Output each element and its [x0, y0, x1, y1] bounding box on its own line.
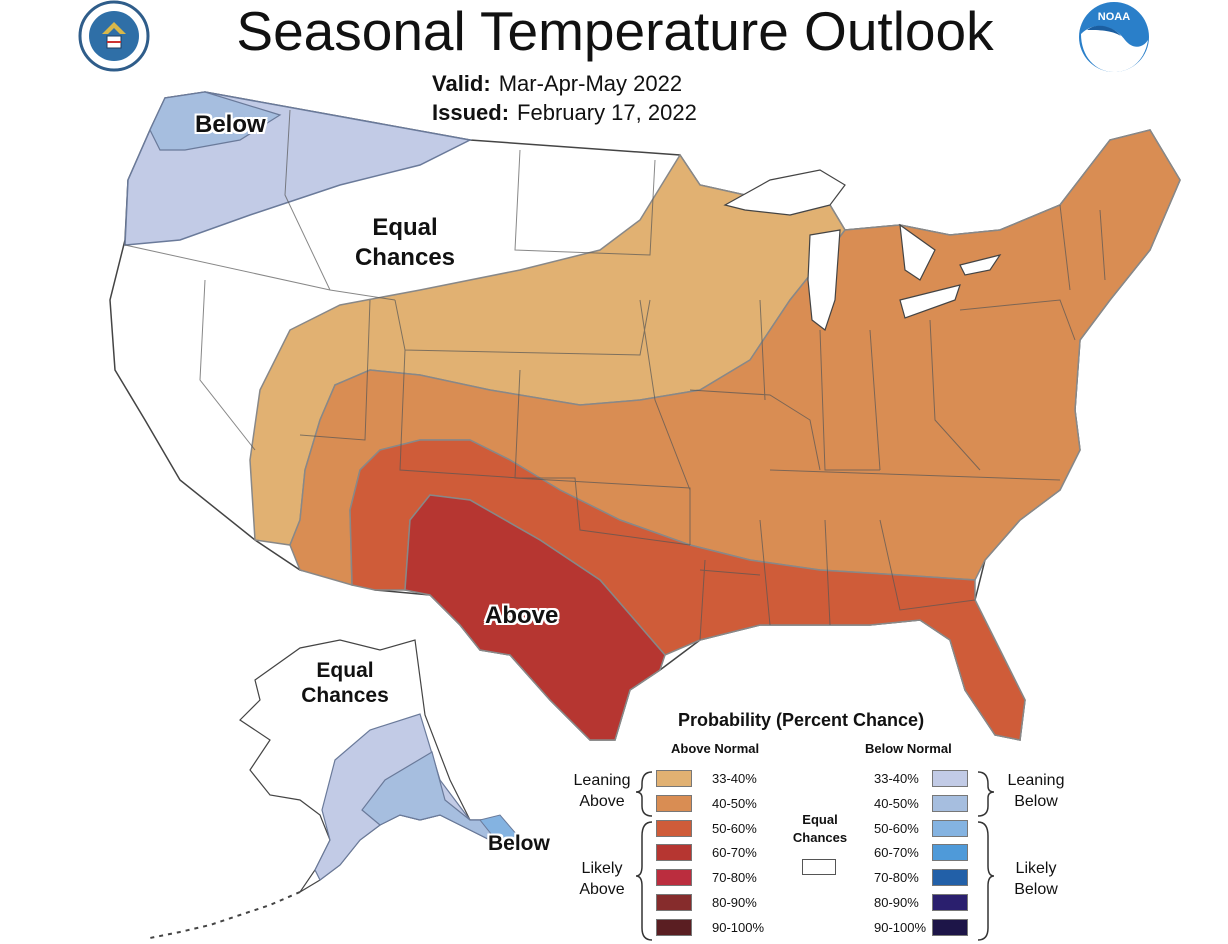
ec-legend-line2: Chances [792, 830, 848, 845]
legend-below-swatch [932, 844, 968, 861]
legend-below-swatch [932, 770, 968, 787]
ec-ak-line2: Chances [301, 684, 389, 707]
legend-below-range-label: 70-80% [874, 870, 919, 885]
likely-below-line1: Likely [1015, 860, 1057, 877]
leaning-above-line1: Leaning [573, 772, 631, 789]
likely-below-line2: Below [1014, 881, 1058, 898]
valid-label: Valid: [432, 71, 491, 96]
state-boundaries [124, 109, 1106, 641]
legend-below-range-label: 33-40% [874, 771, 919, 786]
map-label-equal-chances-west: Equal Chances [330, 213, 480, 273]
valid-value: Mar-Apr-May 2022 [498, 71, 683, 96]
page-title: Seasonal Temperature Outlook [236, 0, 994, 62]
legend-above-swatch [656, 894, 692, 911]
legend-above-swatch [656, 869, 692, 886]
region-below-50-60-ak [479, 814, 532, 851]
legend-below-range-label: 50-60% [874, 821, 919, 836]
legend-above-range-label: 60-70% [712, 845, 757, 860]
legend-above-header: Above Normal [671, 741, 760, 756]
leaning-below-line1: Leaning [1007, 772, 1065, 789]
likely-above-line1: Likely [581, 860, 623, 877]
legend-above-swatch [656, 770, 692, 787]
legend-above-range-label: 33-40% [712, 771, 757, 786]
likely-below-label: Likely Below [1000, 858, 1072, 900]
issued-label: Issued: [432, 100, 510, 125]
commerce-seal-logo [78, 0, 150, 72]
legend-below-header: Below Normal [865, 741, 952, 756]
ec-west-line1: Equal [372, 214, 438, 241]
leaning-below-label: Leaning Below [1000, 770, 1072, 812]
legend-above-range-label: 80-90% [712, 895, 757, 910]
legend-below-swatch [932, 869, 968, 886]
aleutian-islands [149, 891, 301, 939]
legend-above-range-label: 70-80% [712, 870, 757, 885]
legend-above-swatch [656, 919, 692, 936]
probability-legend: Probability (Percent Chance) Above Norma… [560, 706, 1080, 944]
legend-above-range-label: 50-60% [712, 821, 757, 836]
map-label-equal-chances-alaska: Equal Chances [290, 658, 400, 708]
legend-below-swatch [932, 919, 968, 936]
ec-legend-line1: Equal [802, 812, 838, 827]
valid-period: Valid: Mar-Apr-May 2022 [432, 70, 682, 98]
noaa-logo: NOAA [1079, 2, 1149, 72]
legend-above-swatch [656, 820, 692, 837]
svg-text:NOAA: NOAA [1098, 11, 1130, 23]
legend-below-range-label: 60-70% [874, 845, 919, 860]
great-lakes [723, 169, 1002, 331]
legend-below-swatch [932, 894, 968, 911]
legend-below-range-label: 90-100% [874, 920, 927, 935]
ec-ak-line1: Equal [316, 659, 374, 682]
map-label-below-pnw: Below [195, 111, 266, 138]
legend-equal-chances-swatch [802, 859, 836, 875]
leaning-below-line2: Below [1014, 793, 1058, 810]
leaning-above-label: Leaning Above [566, 770, 638, 812]
legend-above-range-label: 40-50% [712, 796, 757, 811]
legend-braces [635, 771, 995, 941]
legend-below-range-label: 40-50% [874, 796, 919, 811]
legend-below-swatch [932, 820, 968, 837]
likely-above-label: Likely Above [566, 858, 638, 900]
legend-below-range-label: 80-90% [874, 895, 919, 910]
map-label-below-alaska: Below [488, 832, 550, 855]
legend-above-swatch [656, 795, 692, 812]
leaning-above-line2: Above [579, 793, 625, 810]
issued-value: February 17, 2022 [517, 100, 697, 125]
legend-above-range-label: 90-100% [712, 920, 765, 935]
region-below-40-50-pnw [149, 91, 282, 151]
map-label-above: Above [485, 602, 559, 629]
likely-above-line2: Above [579, 881, 625, 898]
legend-equal-chances-label: Equal Chances [782, 811, 858, 847]
legend-below-swatch [932, 795, 968, 812]
ec-west-line2: Chances [354, 244, 456, 271]
region-above-60-70 [404, 494, 666, 741]
legend-above-swatch [656, 844, 692, 861]
legend-title: Probability (Percent Chance) [678, 710, 925, 730]
issued-date: Issued: February 17, 2022 [432, 99, 697, 127]
